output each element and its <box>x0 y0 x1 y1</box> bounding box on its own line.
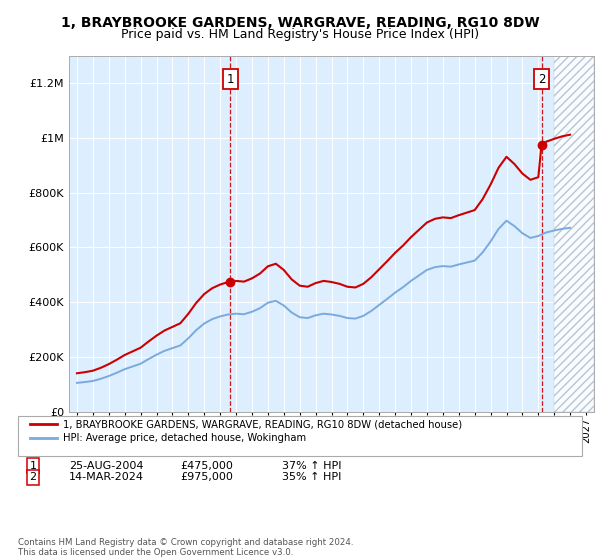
Bar <box>554 56 594 412</box>
Text: 1: 1 <box>29 461 37 471</box>
Text: 1: 1 <box>227 73 234 86</box>
Text: 1, BRAYBROOKE GARDENS, WARGRAVE, READING, RG10 8DW (detached house): 1, BRAYBROOKE GARDENS, WARGRAVE, READING… <box>63 419 462 430</box>
Text: 25-AUG-2004: 25-AUG-2004 <box>69 461 143 471</box>
Text: 2: 2 <box>538 73 545 86</box>
Text: £975,000: £975,000 <box>180 472 233 482</box>
Text: 2: 2 <box>29 472 37 482</box>
Text: £475,000: £475,000 <box>180 461 233 471</box>
Text: 14-MAR-2024: 14-MAR-2024 <box>69 472 144 482</box>
Text: 1, BRAYBROOKE GARDENS, WARGRAVE, READING, RG10 8DW: 1, BRAYBROOKE GARDENS, WARGRAVE, READING… <box>61 16 539 30</box>
Text: 37% ↑ HPI: 37% ↑ HPI <box>282 461 341 471</box>
Text: 35% ↑ HPI: 35% ↑ HPI <box>282 472 341 482</box>
Text: Price paid vs. HM Land Registry's House Price Index (HPI): Price paid vs. HM Land Registry's House … <box>121 28 479 41</box>
Text: HPI: Average price, detached house, Wokingham: HPI: Average price, detached house, Woki… <box>63 433 306 443</box>
Text: Contains HM Land Registry data © Crown copyright and database right 2024.
This d: Contains HM Land Registry data © Crown c… <box>18 538 353 557</box>
